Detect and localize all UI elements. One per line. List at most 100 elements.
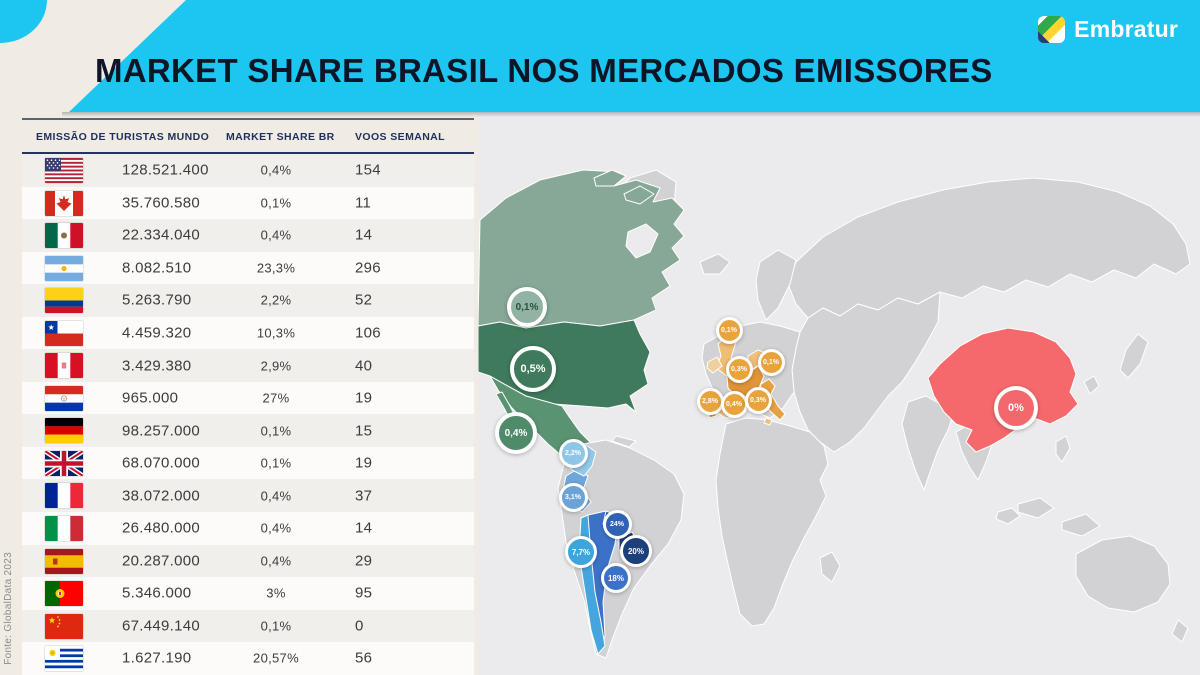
weekly-flights-value: 19 [355, 389, 373, 407]
tourists-value: 68.070.000 [122, 454, 201, 472]
table-row-portugal: 5.346.000 3% 95 [22, 577, 474, 610]
world-map-svg [478, 169, 1191, 659]
table-row-france: 38.072.000 0,4% 37 [22, 479, 474, 513]
uk-flag-icon [45, 450, 83, 476]
tourists-value: 3.429.380 [122, 357, 192, 375]
map-badge-mexico: 0,4% [495, 412, 537, 454]
map-badge-italy: 0,3% [744, 386, 772, 414]
paraguay-flag-icon [45, 385, 83, 411]
map-badge-spain: 0,4% [720, 390, 748, 418]
emissores-table: EMISSÃO DE TURISTAS MUNDO MARKET SHARE B… [22, 118, 474, 675]
tourists-value: 8.082.510 [122, 259, 192, 277]
map-badge-portugal: 2,8% [696, 387, 724, 415]
island-cuba [611, 435, 637, 448]
table-row-canada: 35.760.580 0,1% 11 [22, 186, 474, 220]
continent-asia [787, 177, 1191, 319]
portugal-flag-icon [45, 581, 83, 607]
island-sicily [763, 417, 773, 426]
canada-arctic-island-2 [623, 185, 655, 205]
table-body: 128.521.400 0,4% 154 35.760.580 0,1% 11 … [22, 154, 474, 675]
island-indonesia-3 [995, 507, 1021, 525]
market-share-value: 0,1% [260, 455, 292, 471]
table-row-uk: 68.070.000 0,1% 19 [22, 446, 474, 480]
embratur-logo: Embratur [1038, 16, 1178, 43]
tourists-value: 5.346.000 [122, 584, 192, 602]
map-badge-peru: 3,1% [558, 482, 588, 512]
map-badge-canada: 0,1% [507, 287, 547, 327]
weekly-flights-value: 95 [355, 584, 373, 602]
table-row-uruguay: 1.627.190 20,57% 56 [22, 642, 474, 675]
map-badge-china: 0% [994, 386, 1038, 430]
map-badge-uruguay: 20% [620, 535, 652, 567]
china-flag-icon [45, 613, 83, 639]
market-share-value: 0,1% [260, 195, 292, 211]
map-badge-usa: 0,5% [510, 346, 556, 392]
market-share-value: 0,1% [260, 423, 292, 439]
table-row-usa: 128.521.400 0,4% 154 [22, 154, 474, 187]
spain-flag-icon [45, 548, 83, 574]
tourists-value: 38.072.000 [122, 487, 201, 505]
market-share-value: 23,3% [256, 260, 296, 276]
table-row-argentina: 8.082.510 23,3% 296 [22, 251, 474, 285]
weekly-flights-value: 11 [355, 194, 372, 212]
peru-flag-icon [45, 353, 83, 379]
col-header-market-share: MARKET SHARE BR [226, 131, 335, 143]
weekly-flights-value: 40 [355, 357, 373, 375]
table-row-italy: 26.480.000 0,4% 14 [22, 512, 474, 545]
map-badge-argentina: 18% [601, 563, 631, 593]
island-indonesia-2 [1061, 513, 1101, 537]
map-badge-germany: 0,1% [757, 348, 785, 376]
argentina-flag-icon [45, 255, 83, 281]
weekly-flights-value: 106 [355, 324, 381, 342]
map-badge-paraguay: 24% [602, 509, 632, 539]
market-share-value: 0,4% [260, 520, 292, 536]
table-row-mexico: 22.334.040 0,4% 14 [22, 219, 474, 252]
chile-flag-icon [45, 320, 83, 346]
continent-africa [715, 417, 829, 627]
weekly-flights-value: 52 [355, 291, 373, 309]
tourists-value: 67.449.140 [122, 617, 201, 635]
table-row-germany: 98.257.000 0,1% 15 [22, 414, 474, 447]
table-row-paraguay: 965.000 27% 19 [22, 381, 474, 415]
market-share-value: 0,4% [260, 488, 292, 504]
weekly-flights-value: 296 [355, 259, 381, 277]
tourists-value: 26.480.000 [122, 519, 201, 537]
source-note: Fonte: GlobalData 2023 [3, 552, 14, 665]
table-row-spain: 20.287.000 0,4% 29 [22, 544, 474, 578]
market-share-value: 0,4% [260, 553, 292, 569]
usa-flag-icon [45, 158, 83, 183]
tourists-value: 98.257.000 [122, 422, 201, 440]
market-share-value: 20,57% [253, 650, 299, 666]
tourists-value: 20.287.000 [122, 552, 201, 570]
embratur-logo-icon [1038, 16, 1066, 43]
brand-name: Embratur [1074, 16, 1178, 42]
map-badge-colombia: 2,2% [558, 438, 588, 468]
island-new-zealand [1171, 619, 1189, 643]
continent-australia [1075, 535, 1171, 613]
tourists-value: 4.459.320 [122, 324, 192, 342]
country-korea [1083, 375, 1100, 395]
table-header: EMISSÃO DE TURISTAS MUNDO MARKET SHARE B… [22, 118, 474, 154]
corner-swoosh [0, 0, 47, 43]
market-share-value: 10,3% [256, 325, 296, 341]
page-title: MARKET SHARE BRASIL NOS MERCADOS EMISSOR… [95, 52, 993, 89]
island-indonesia-1 [1017, 497, 1055, 519]
market-share-value: 27% [262, 390, 290, 406]
tourists-value: 128.521.400 [122, 161, 209, 179]
country-ireland [706, 356, 723, 374]
weekly-flights-value: 56 [355, 649, 373, 667]
table-row-china: 67.449.140 0,1% 0 [22, 609, 474, 643]
france-flag-icon [45, 483, 83, 509]
market-share-value: 2,2% [260, 292, 292, 308]
weekly-flights-value: 19 [355, 454, 373, 472]
canada-flag-icon [45, 190, 83, 216]
col-header-emissao-turistas: EMISSÃO DE TURISTAS MUNDO [36, 131, 210, 143]
header-shadow [62, 112, 1200, 117]
germany-flag-icon [45, 418, 83, 444]
market-share-value: 3% [266, 585, 286, 601]
uruguay-flag-icon [45, 646, 83, 672]
country-japan [1119, 333, 1149, 379]
island-iceland [699, 253, 731, 275]
mexico-flag-icon [45, 223, 83, 249]
tourists-value: 35.760.580 [122, 194, 201, 212]
